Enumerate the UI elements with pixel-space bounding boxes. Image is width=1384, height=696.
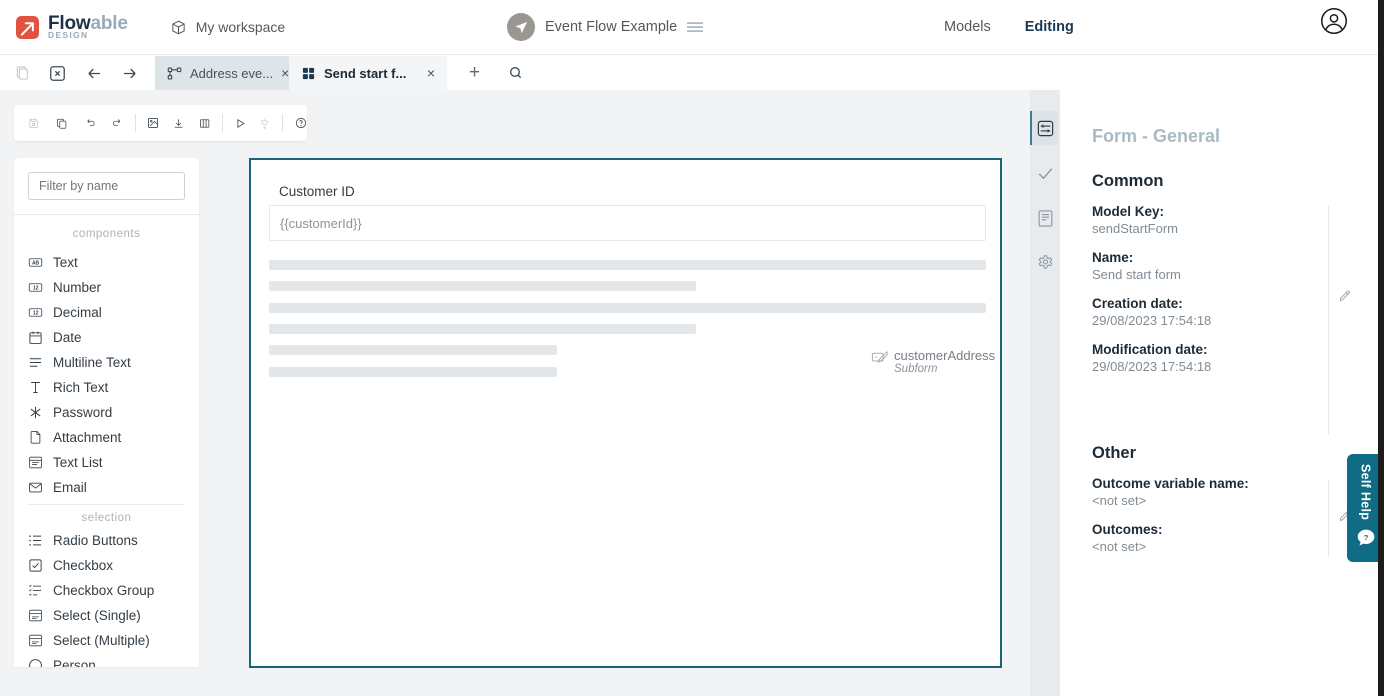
- svg-text:?: ?: [1363, 533, 1368, 542]
- svg-text:12: 12: [33, 286, 39, 292]
- svg-text:AB: AB: [32, 261, 40, 267]
- svg-text:12: 12: [33, 311, 39, 317]
